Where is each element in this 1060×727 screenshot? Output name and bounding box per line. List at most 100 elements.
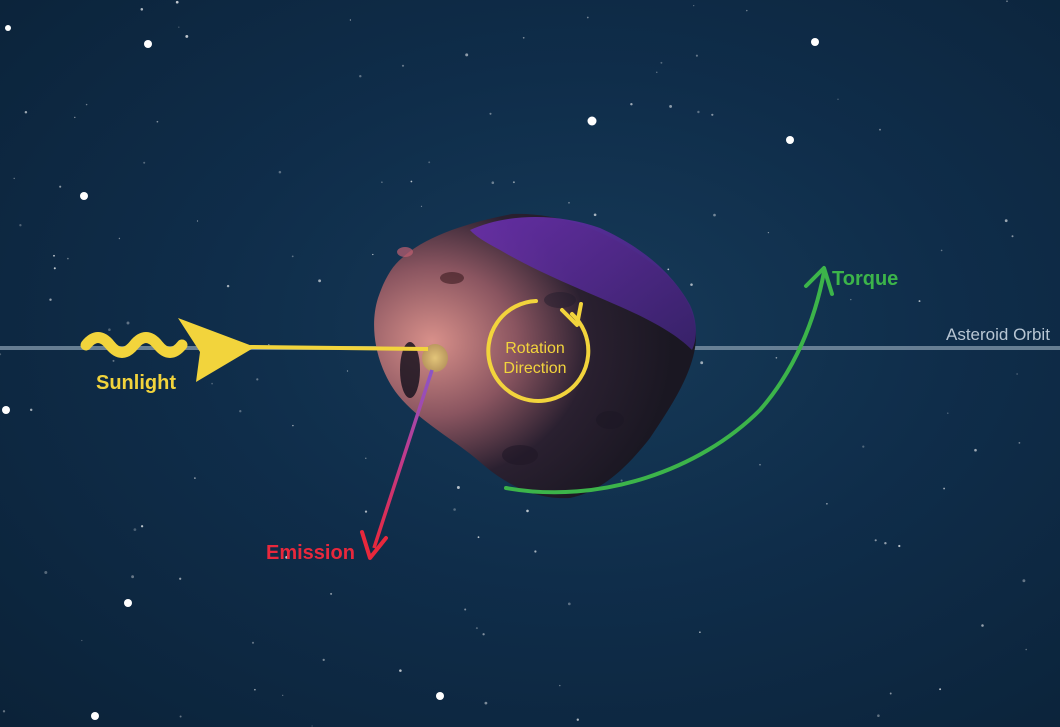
star [1022,579,1026,583]
star [475,627,478,630]
star [695,54,698,57]
star [53,254,55,257]
heated-spot [422,344,448,372]
star [484,701,488,705]
star [226,284,230,288]
star [1018,442,1021,444]
star [746,9,748,12]
star [477,536,480,539]
star [254,688,256,691]
star [349,19,352,21]
star [482,633,485,636]
star [981,624,984,627]
star [81,639,83,642]
star [346,370,349,372]
star [196,220,199,222]
star [175,0,179,4]
star [1004,219,1008,223]
star [567,602,571,606]
star [759,463,761,466]
star [140,525,144,528]
star [669,104,673,108]
star [465,53,469,57]
star [811,38,819,46]
star [2,406,10,414]
torque-label: Torque [832,268,898,290]
star [850,298,852,301]
star [194,477,196,479]
emission-arrow [360,369,434,560]
star [522,36,525,39]
rotation-label-line2: Direction [503,360,566,377]
torque-arrow [504,266,834,495]
sunlight-label: Sunlight [96,372,176,394]
star [697,110,700,114]
star [29,408,33,412]
star [24,111,28,114]
star [126,321,130,325]
star [464,608,467,611]
star [359,74,362,78]
rotation-label-line1: Rotation [505,340,565,357]
star [1016,373,1018,375]
star [630,102,633,106]
star [690,283,693,286]
star [144,40,152,48]
star [0,353,2,356]
star [256,378,259,381]
star [568,201,570,204]
star [381,181,383,184]
star [118,237,121,240]
star [526,509,529,513]
star [877,714,880,717]
star [874,539,877,542]
star [291,255,294,258]
star [974,448,977,452]
star [593,213,597,217]
star [699,631,701,634]
star [667,268,670,271]
star [399,669,402,672]
star [318,279,322,283]
star [13,177,15,180]
star [559,684,561,687]
star [108,328,111,331]
star [947,412,949,414]
star [239,410,242,413]
star [837,98,839,101]
star [862,445,865,448]
star [44,571,48,574]
star [879,128,881,131]
star [133,528,137,531]
star [401,64,405,67]
star [282,694,284,696]
star [372,253,374,256]
star [436,692,444,700]
star [1011,235,1014,238]
star [884,541,887,545]
star [178,26,180,28]
star [292,424,294,427]
star [534,550,537,553]
star [889,692,892,695]
star [140,8,144,11]
star [711,113,714,116]
star [898,544,901,548]
asteroid-icon [374,213,696,499]
star [74,116,76,119]
circular-rotation-arrow-icon [486,299,591,403]
star [489,112,492,115]
star [775,356,778,359]
star [53,267,56,270]
star [112,359,115,362]
wavy-sunlight-arrow-icon [80,318,429,382]
star [456,486,460,489]
star [365,457,367,459]
star [91,712,99,720]
star [311,725,313,727]
star [156,120,159,123]
star [656,71,658,73]
star [586,16,589,19]
emission-label: Emission [266,542,355,564]
star [251,641,255,644]
